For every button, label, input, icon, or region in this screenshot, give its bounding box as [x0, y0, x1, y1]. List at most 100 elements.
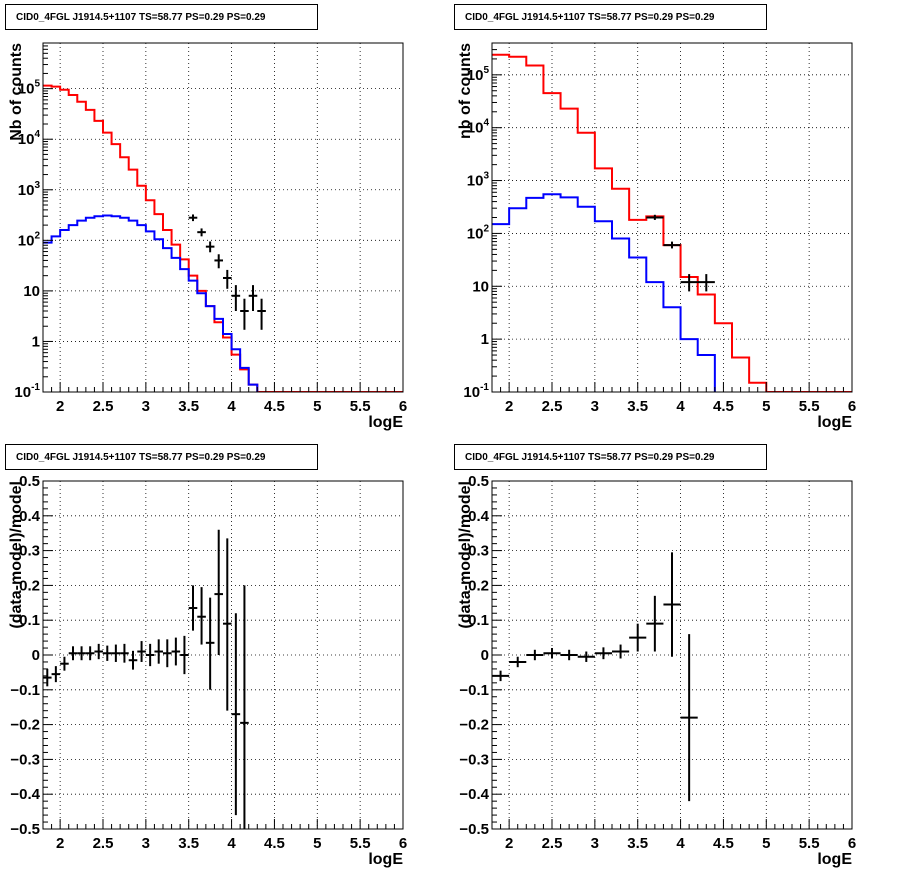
x-tick-label: 5 — [762, 835, 770, 852]
y-tick-label: 102 — [467, 223, 490, 242]
y-tick-label: 10-1 — [14, 382, 40, 401]
data-point — [145, 643, 155, 667]
panel-title: CID0_4FGL J1914.5+1107 TS=58.77 PS=0.29 … — [5, 444, 318, 470]
y-tick-label: 104 — [467, 118, 490, 137]
data-point — [137, 641, 146, 662]
data-point — [163, 639, 172, 668]
data-point — [51, 666, 61, 683]
y-axis-label: nb of counts — [457, 43, 474, 139]
panel-title: CID0_4FGL J1914.5+1107 TS=58.77 PS=0.29 … — [454, 444, 767, 470]
x-tick-label: 6 — [399, 398, 407, 415]
data-point — [154, 639, 163, 664]
x-axis-label: logE — [817, 851, 852, 868]
data-point — [240, 585, 249, 829]
y-tick-label: 102 — [18, 230, 41, 249]
data-point — [120, 643, 129, 663]
y-tick-label: 0 — [32, 647, 40, 664]
x-tick-label: 5 — [762, 398, 770, 415]
x-tick-label: 2 — [505, 398, 513, 415]
y-tick-label: 0.4 — [19, 508, 41, 525]
panel-title: CID0_4FGL J1914.5+1107 TS=58.77 PS=0.29 … — [5, 4, 318, 30]
data-point — [180, 635, 189, 675]
x-axis-label: logE — [368, 414, 403, 431]
y-tick-label: −0.5 — [459, 821, 489, 838]
data-point — [231, 285, 241, 312]
x-tick-label: 4.5 — [264, 835, 285, 852]
y-tick-label: −0.5 — [10, 821, 40, 838]
chart-panel: 2 2.5 3 3.5 4 4.5 5 5.5 6 10-1 1 10 102 103 104 105 logE… — [457, 42, 856, 431]
y-tick-label: 1 — [481, 331, 489, 348]
data-point — [188, 214, 198, 222]
data-point — [85, 646, 95, 661]
x-tick-label: 2.5 — [93, 398, 114, 415]
y-tick-label: 10-1 — [463, 382, 489, 401]
x-tick-label: 3.5 — [627, 835, 648, 852]
chart-panel: 2 2.5 3 3.5 4 4.5 5 5.5 6 −0.5 −0.4 −0.3 −0.2 −0.1 0 0.… — [457, 473, 856, 868]
y-tick-label: −0.1 — [10, 682, 40, 699]
x-tick-label: 6 — [848, 835, 856, 852]
y-tick-label: 103 — [18, 180, 41, 199]
y-tick-label: −0.1 — [459, 682, 489, 699]
y-tick-label: 0.1 — [19, 612, 40, 629]
data-point — [111, 644, 121, 662]
x-tick-label: 2 — [56, 835, 64, 852]
y-tick-label: −0.2 — [10, 717, 40, 734]
data-point — [663, 552, 681, 657]
data-point — [697, 274, 715, 292]
x-tick-label: 2 — [505, 835, 513, 852]
x-axis-label: logE — [368, 851, 403, 868]
histogram-series — [492, 53, 852, 392]
x-tick-label: 4 — [227, 835, 236, 852]
y-tick-label: 10 — [23, 283, 40, 300]
data-point — [128, 650, 138, 670]
y-tick-label: 10 — [472, 278, 489, 295]
histogram-series — [43, 214, 259, 392]
y-tick-label: 0.4 — [468, 508, 490, 525]
data-point — [214, 529, 223, 655]
x-tick-label: 3.5 — [178, 398, 199, 415]
chart-panel: 2 2.5 3 3.5 4 4.5 5 5.5 6 −0.5 −0.4 −0.3 −0.2 −0.1 0 0.… — [8, 473, 407, 868]
data-point — [77, 646, 86, 661]
x-tick-label: 3 — [142, 835, 150, 852]
x-tick-label: 2.5 — [542, 835, 563, 852]
data-point — [629, 623, 647, 652]
data-point — [197, 587, 206, 645]
x-tick-label: 3.5 — [178, 835, 199, 852]
y-tick-label: −0.4 — [10, 786, 40, 803]
y-tick-label: 0.5 — [468, 473, 489, 490]
y-tick-label: 0 — [481, 647, 489, 664]
data-point — [680, 274, 698, 292]
plot-frame — [42, 42, 404, 393]
x-tick-label: 5.5 — [799, 835, 820, 852]
y-tick-label: 103 — [467, 171, 490, 190]
data-point — [231, 613, 241, 816]
panel-title: CID0_4FGL J1914.5+1107 TS=58.77 PS=0.29 … — [454, 4, 767, 30]
data-point — [205, 597, 215, 690]
x-tick-label: 2 — [56, 398, 64, 415]
data-point — [94, 643, 103, 660]
x-tick-label: 3 — [591, 398, 599, 415]
y-tick-label: 0.2 — [19, 577, 40, 594]
data-point — [103, 645, 112, 661]
data-point — [663, 241, 681, 249]
x-tick-label: 5 — [313, 835, 321, 852]
data-point — [171, 637, 181, 666]
x-tick-label: 6 — [848, 398, 856, 415]
x-axis-label: logE — [817, 414, 852, 431]
y-axis-label: Nb of counts — [8, 43, 25, 141]
x-tick-label: 4 — [227, 398, 236, 415]
histogram-series — [43, 84, 403, 392]
x-tick-label: 2.5 — [93, 835, 114, 852]
plot-frame — [491, 42, 853, 393]
y-tick-label: 0.5 — [19, 473, 40, 490]
y-axis-label: (data-model)/model — [8, 481, 25, 629]
x-tick-label: 3.5 — [627, 398, 648, 415]
data-point — [646, 595, 664, 652]
y-tick-label: 0.1 — [468, 612, 489, 629]
data-point — [60, 656, 69, 671]
y-tick-label: −0.3 — [10, 751, 40, 768]
data-point — [543, 648, 561, 659]
data-point — [43, 668, 52, 687]
data-point — [577, 651, 595, 662]
